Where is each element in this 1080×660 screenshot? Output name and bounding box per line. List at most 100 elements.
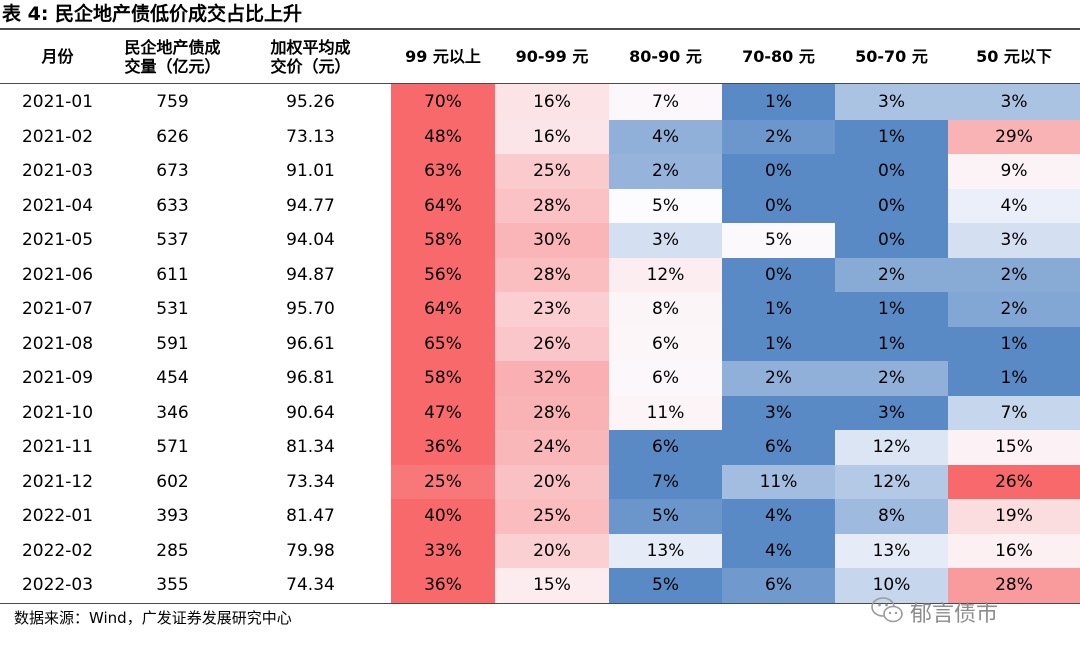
share-cell: 3% [948,83,1080,120]
table-row: 2022-03 355 74.34 36% 15% 5% 6% 10% 28% [0,568,1080,604]
header-volume: 民企地产债成 交量（亿元） [115,30,230,84]
price-cell: 95.70 [286,299,335,320]
share-cell: 0% [722,154,835,189]
top-rule [0,28,1080,30]
share-cell: 58% [391,361,495,396]
volume-cell: 571 [156,437,189,458]
share-cell: 36% [391,568,495,604]
share-cell: 28% [495,188,609,223]
wechat-icon [870,596,904,628]
price-cell: 95.26 [286,92,335,113]
header-90-99: 90-99 元 [495,30,609,84]
share-cell: 32% [495,361,609,396]
share-cell: 3% [835,83,948,120]
share-cell: 8% [835,499,948,534]
share-cell: 26% [495,326,609,361]
share-cell: 36% [391,430,495,465]
share-cell: 3% [835,395,948,430]
share-cell: 2% [609,154,722,189]
table-row: 2021-05 537 94.04 58% 30% 3% 5% 0% 3% [0,223,1080,258]
share-cell: 15% [948,430,1080,465]
header-50-70: 50-70 元 [835,30,948,84]
table-row: 2021-11 571 81.34 36% 24% 6% 6% 12% 15% [0,430,1080,465]
volume-cell: 626 [156,126,189,147]
share-cell: 1% [835,326,948,361]
month-cell: 2021-10 [21,402,94,423]
volume-cell: 611 [156,264,189,285]
month-cell: 2021-09 [21,368,94,389]
share-cell: 58% [391,223,495,258]
header-price-line1: 加权平均成 [270,37,351,57]
share-cell: 64% [391,292,495,327]
month-cell: 2021-07 [21,299,94,320]
month-cell: 2021-03 [21,161,94,182]
price-cell: 96.61 [286,333,335,354]
share-cell: 2% [835,361,948,396]
month-cell: 2022-03 [0,568,115,604]
share-cell: 2% [948,292,1080,327]
price-cell: 94.77 [286,195,335,216]
table-row: 2022-01 393 81.47 40% 25% 5% 4% 8% 19% [0,499,1080,534]
share-cell: 1% [835,119,948,154]
share-cell: 5% [609,499,722,534]
share-cell: 1% [722,292,835,327]
header-volume-line1: 民企地产债成 [124,37,221,57]
price-cell: 74.34 [230,568,391,604]
source-note: 数据来源：Wind，广发证券发展研究中心 [14,609,292,627]
share-cell: 25% [495,499,609,534]
share-cell: 10% [835,568,948,604]
share-cell: 3% [609,223,722,258]
month-cell: 2021-04 [21,195,94,216]
share-cell: 1% [722,83,835,120]
header-below-50: 50 元以下 [948,30,1080,84]
volume-cell: 759 [156,92,189,113]
month-cell: 2021-08 [21,333,94,354]
share-cell: 5% [722,223,835,258]
month-cell: 2021-12 [21,471,94,492]
share-cell: 12% [835,430,948,465]
share-cell: 0% [835,154,948,189]
share-cell: 13% [609,533,722,568]
share-cell: 3% [948,223,1080,258]
share-cell: 8% [609,292,722,327]
share-cell: 65% [391,326,495,361]
price-cell: 81.34 [286,437,335,458]
table-row: 2021-09 454 96.81 58% 32% 6% 2% 2% 1% [0,361,1080,396]
volume-cell: 355 [115,568,230,604]
table-row: 2022-02 285 79.98 33% 20% 13% 4% 13% 16% [0,533,1080,568]
month-cell: 2021-11 [21,437,94,458]
share-cell: 4% [948,188,1080,223]
share-cell: 11% [722,464,835,499]
price-cell: 81.47 [286,506,335,527]
share-cell: 7% [609,464,722,499]
header-80-90: 80-90 元 [609,30,722,84]
share-cell: 25% [391,464,495,499]
price-cell: 73.34 [286,471,335,492]
table-row: 2021-10 346 90.64 47% 28% 11% 3% 3% 7% [0,395,1080,430]
volume-cell: 537 [156,230,189,251]
share-cell: 47% [391,395,495,430]
share-cell: 6% [609,326,722,361]
table-row: 2021-07 531 95.70 64% 23% 8% 1% 1% 2% [0,292,1080,327]
month-cell: 2021-01 [21,92,94,113]
month-cell: 2022-01 [21,506,94,527]
share-cell: 2% [722,119,835,154]
month-cell: 2021-02 [21,126,94,147]
share-cell: 28% [495,257,609,292]
volume-cell: 454 [156,368,189,389]
share-cell: 12% [609,257,722,292]
volume-cell: 673 [156,161,189,182]
share-cell: 6% [722,430,835,465]
header-price-line2: 交价（元） [270,56,351,76]
header-month: 月份 [0,30,115,84]
share-cell: 3% [722,395,835,430]
share-cell: 63% [391,154,495,189]
table-row: 2021-03 673 91.01 63% 25% 2% 0% 0% 9% [0,154,1080,189]
table-row: 2021-02 626 73.13 48% 16% 4% 2% 1% 29% [0,119,1080,154]
share-cell: 7% [609,83,722,120]
month-cell: 2021-06 [21,264,94,285]
volume-cell: 393 [156,506,189,527]
share-cell: 40% [391,499,495,534]
share-cell: 48% [391,119,495,154]
share-cell: 6% [609,361,722,396]
